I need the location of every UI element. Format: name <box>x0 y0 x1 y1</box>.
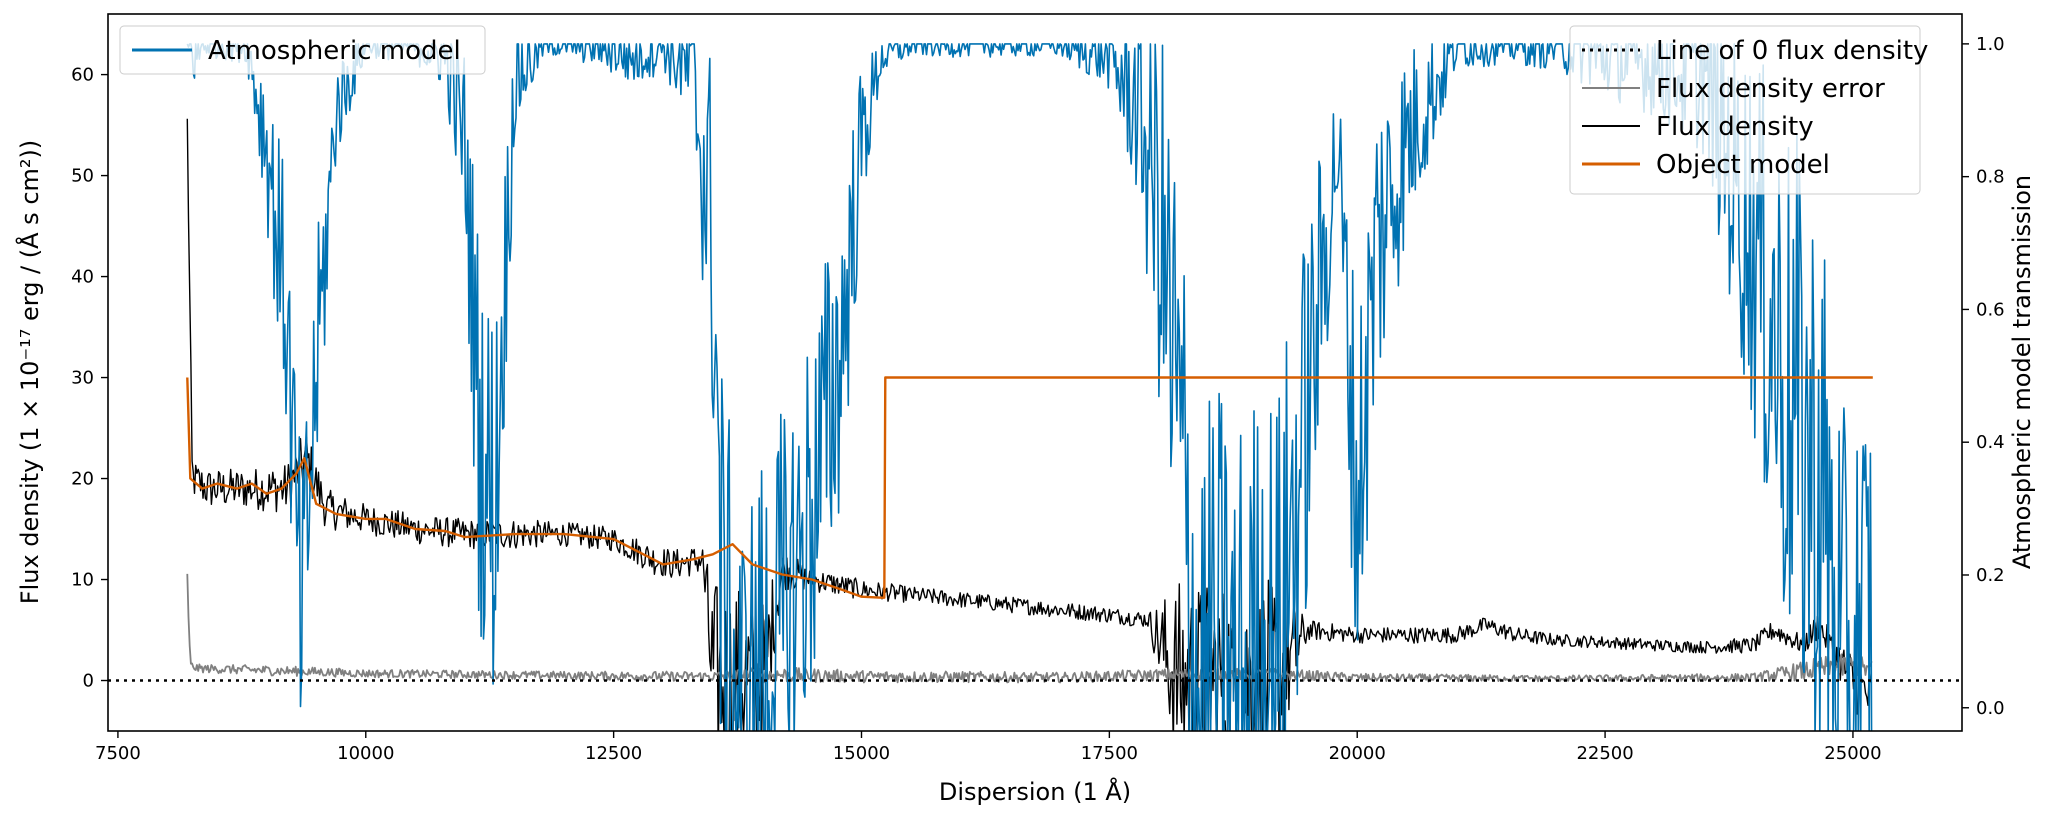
x-tick-label: 25000 <box>1824 743 1881 764</box>
x-tick-label: 7500 <box>95 743 141 764</box>
y-right-tick-label: 1.0 <box>1976 34 2005 55</box>
x-tick-label: 22500 <box>1576 743 1633 764</box>
y-right-tick-label: 0.0 <box>1976 698 2005 719</box>
y-axis-left-label: Flux density (1 × 10⁻¹⁷ erg / (Å s cm²)) <box>15 140 44 604</box>
x-axis-label: Dispersion (1 Å) <box>939 777 1131 806</box>
x-tick-label: 12500 <box>585 743 642 764</box>
y-right-tick-label: 0.8 <box>1976 167 2005 188</box>
y-left-tick-label: 30 <box>71 368 94 389</box>
x-tick-label: 20000 <box>1329 743 1386 764</box>
legend-entry-flux-density: Flux density <box>1656 112 1814 142</box>
y-left-tick-label: 0 <box>83 671 94 692</box>
legend-entry-atmospheric-model: Atmospheric model <box>208 36 461 66</box>
y-left-tick-label: 50 <box>71 166 94 187</box>
y-right-tick-label: 0.2 <box>1976 565 2005 586</box>
y-axis-right-label: Atmospheric model transmission <box>2008 175 2036 569</box>
y-left-tick-label: 10 <box>71 570 94 591</box>
y-left-tick-label: 40 <box>71 267 94 288</box>
x-tick-label: 10000 <box>337 743 394 764</box>
legend-right: Line of 0 flux density Flux density erro… <box>1569 25 1928 195</box>
y-left-tick-label: 20 <box>71 469 94 490</box>
series-line-flux-density-error <box>186 573 1873 684</box>
plot-frame <box>107 13 1963 732</box>
series-line-object-model <box>186 376 1873 599</box>
legend-entry-flux-error: Flux density error <box>1656 74 1885 104</box>
series-line-flux-density <box>186 118 1873 731</box>
x-tick-label: 15000 <box>833 743 890 764</box>
x-tick-label: 17500 <box>1081 743 1138 764</box>
y-left-tick-label: 60 <box>71 65 94 86</box>
y-right-tick-label: 0.6 <box>1976 299 2005 320</box>
y-right-tick-label: 0.4 <box>1976 432 2005 453</box>
legend-entry-object-model: Object model <box>1656 150 1830 180</box>
legend-left: Atmospheric model <box>119 25 486 75</box>
legend-entry-zero-line: Line of 0 flux density <box>1656 36 1928 66</box>
